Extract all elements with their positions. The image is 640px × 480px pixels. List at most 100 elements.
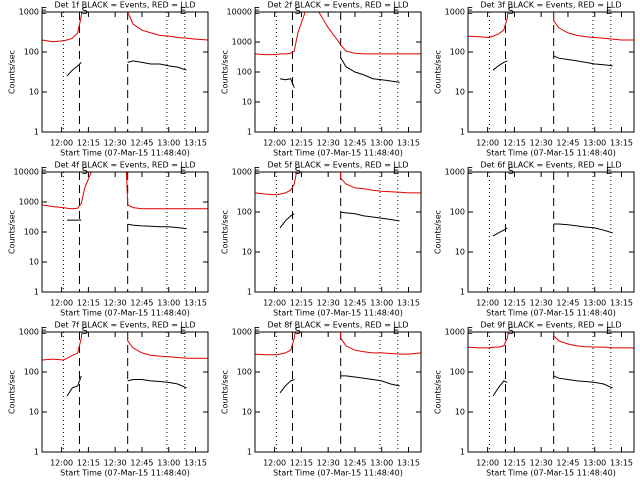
x-tick-label: 12:15 <box>77 459 100 468</box>
series-line <box>279 375 400 394</box>
series-line <box>255 12 421 56</box>
chart-title: Det 4f BLACK = Events, RED = LLD <box>54 161 195 170</box>
x-tick-label: 12:00 <box>476 459 499 468</box>
series-line <box>42 12 208 43</box>
y-tick-label: 100 <box>450 208 465 217</box>
x-tick-label: 12:45 <box>343 139 366 148</box>
x-axis-label: Start Time (07-Mar-15 11:48:40) <box>486 309 616 318</box>
x-tick-label: 12:30 <box>104 139 127 148</box>
y-axis-label: Counts/sec <box>221 370 230 414</box>
x-tick-label: 12:30 <box>317 299 340 308</box>
annotation: S <box>82 166 88 177</box>
annotation: E <box>393 326 399 337</box>
chart-title: Det 6f BLACK = Events, RED = LLD <box>480 161 621 170</box>
y-tick-label: 10 <box>242 408 252 417</box>
series-line <box>66 60 187 77</box>
x-tick-label: 13:15 <box>397 459 420 468</box>
y-axis-label: Counts/sec <box>221 210 230 254</box>
annotation: E <box>606 166 612 177</box>
annotation: E <box>606 6 612 17</box>
y-tick-label: 100 <box>450 48 465 57</box>
panel: Det 2f BLACK = Events, RED = LLD Start Ti… <box>221 1 422 158</box>
x-tick-label: 13:00 <box>370 139 393 148</box>
x-tick-label: 13:00 <box>157 139 180 148</box>
x-tick-label: 12:45 <box>130 459 153 468</box>
series-line <box>42 332 208 361</box>
chart-title: Det 2f BLACK = Events, RED = LLD <box>267 1 408 10</box>
annotation: E <box>393 6 399 17</box>
y-axis-label: Counts/sec <box>434 210 443 254</box>
y-tick-label: 100 <box>450 368 465 377</box>
series-line <box>468 332 634 349</box>
series-line <box>279 57 400 88</box>
panel: Det 1f BLACK = Events, RED = LLD Start Ti… <box>8 1 209 158</box>
series-line <box>42 172 208 210</box>
x-tick-label: 12:15 <box>77 139 100 148</box>
series-line <box>66 375 187 397</box>
x-axis-label: Start Time (07-Mar-15 11:48:40) <box>486 469 616 478</box>
plot-frame <box>41 331 209 453</box>
x-tick-label: 13:00 <box>583 459 606 468</box>
x-tick-label: 13:15 <box>397 299 420 308</box>
x-tick-label: 12:00 <box>263 139 286 148</box>
series-line <box>279 211 400 229</box>
annotation: S <box>508 6 514 17</box>
y-tick-label: 10000 <box>14 168 39 177</box>
series-line <box>492 55 613 71</box>
y-tick-label: 1 <box>460 288 465 297</box>
x-tick-label: 12:30 <box>530 139 553 148</box>
panel: Det 5f BLACK = Events, RED = LLD Start Ti… <box>221 161 422 318</box>
chart-title: Det 9f BLACK = Events, RED = LLD <box>480 321 621 330</box>
x-tick-label: 12:15 <box>290 139 313 148</box>
panel: Det 9f BLACK = Events, RED = LLD Start Ti… <box>434 321 635 478</box>
y-axis-label: Counts/sec <box>221 50 230 94</box>
x-axis-label: Start Time (07-Mar-15 11:48:40) <box>486 149 616 158</box>
panel: Det 7f BLACK = Events, RED = LLD Start Ti… <box>8 321 209 478</box>
x-tick-label: 12:00 <box>263 459 286 468</box>
x-tick-label: 13:00 <box>157 299 180 308</box>
x-tick-label: 12:15 <box>290 299 313 308</box>
y-tick-label: 1 <box>460 448 465 457</box>
x-tick-label: 13:00 <box>583 299 606 308</box>
y-tick-label: 10 <box>455 88 465 97</box>
annotation: E <box>467 326 473 337</box>
y-tick-label: 1000 <box>19 328 39 337</box>
annotation: S <box>295 6 301 17</box>
plot-frame <box>41 11 209 133</box>
y-tick-label: 1000 <box>19 198 39 207</box>
x-tick-label: 12:45 <box>130 139 153 148</box>
chart-title: Det 7f BLACK = Events, RED = LLD <box>54 321 195 330</box>
annotation: S <box>82 326 88 337</box>
plot-frame <box>254 331 422 453</box>
y-tick-label: 10 <box>29 408 39 417</box>
x-tick-label: 12:15 <box>503 139 526 148</box>
x-tick-label: 13:15 <box>184 139 207 148</box>
y-axis-label: Counts/sec <box>434 50 443 94</box>
x-tick-label: 13:15 <box>397 139 420 148</box>
y-tick-label: 1 <box>247 128 252 137</box>
x-tick-label: 12:00 <box>263 299 286 308</box>
panel: Det 6f BLACK = Events, RED = LLD Start Ti… <box>434 161 635 318</box>
annotation: S <box>508 326 514 337</box>
x-tick-label: 12:30 <box>104 299 127 308</box>
series-line <box>468 12 634 41</box>
y-tick-label: 1000 <box>232 38 252 47</box>
annotation: E <box>467 166 473 177</box>
series-line <box>492 375 613 397</box>
plot-frame <box>467 171 635 293</box>
x-axis-label: Start Time (07-Mar-15 11:48:40) <box>60 309 190 318</box>
annotation: E <box>41 326 47 337</box>
annotation: E <box>254 326 260 337</box>
y-tick-label: 10 <box>29 88 39 97</box>
x-tick-label: 12:15 <box>77 299 100 308</box>
annotation: E <box>254 166 260 177</box>
annotation: E <box>41 6 47 17</box>
x-tick-label: 12:00 <box>476 139 499 148</box>
x-tick-label: 12:45 <box>343 459 366 468</box>
y-tick-label: 1 <box>247 288 252 297</box>
panel: Det 8f BLACK = Events, RED = LLD Start Ti… <box>221 321 422 478</box>
annotation: E <box>393 166 399 177</box>
x-tick-label: 13:15 <box>610 139 633 148</box>
x-tick-label: 12:30 <box>317 459 340 468</box>
